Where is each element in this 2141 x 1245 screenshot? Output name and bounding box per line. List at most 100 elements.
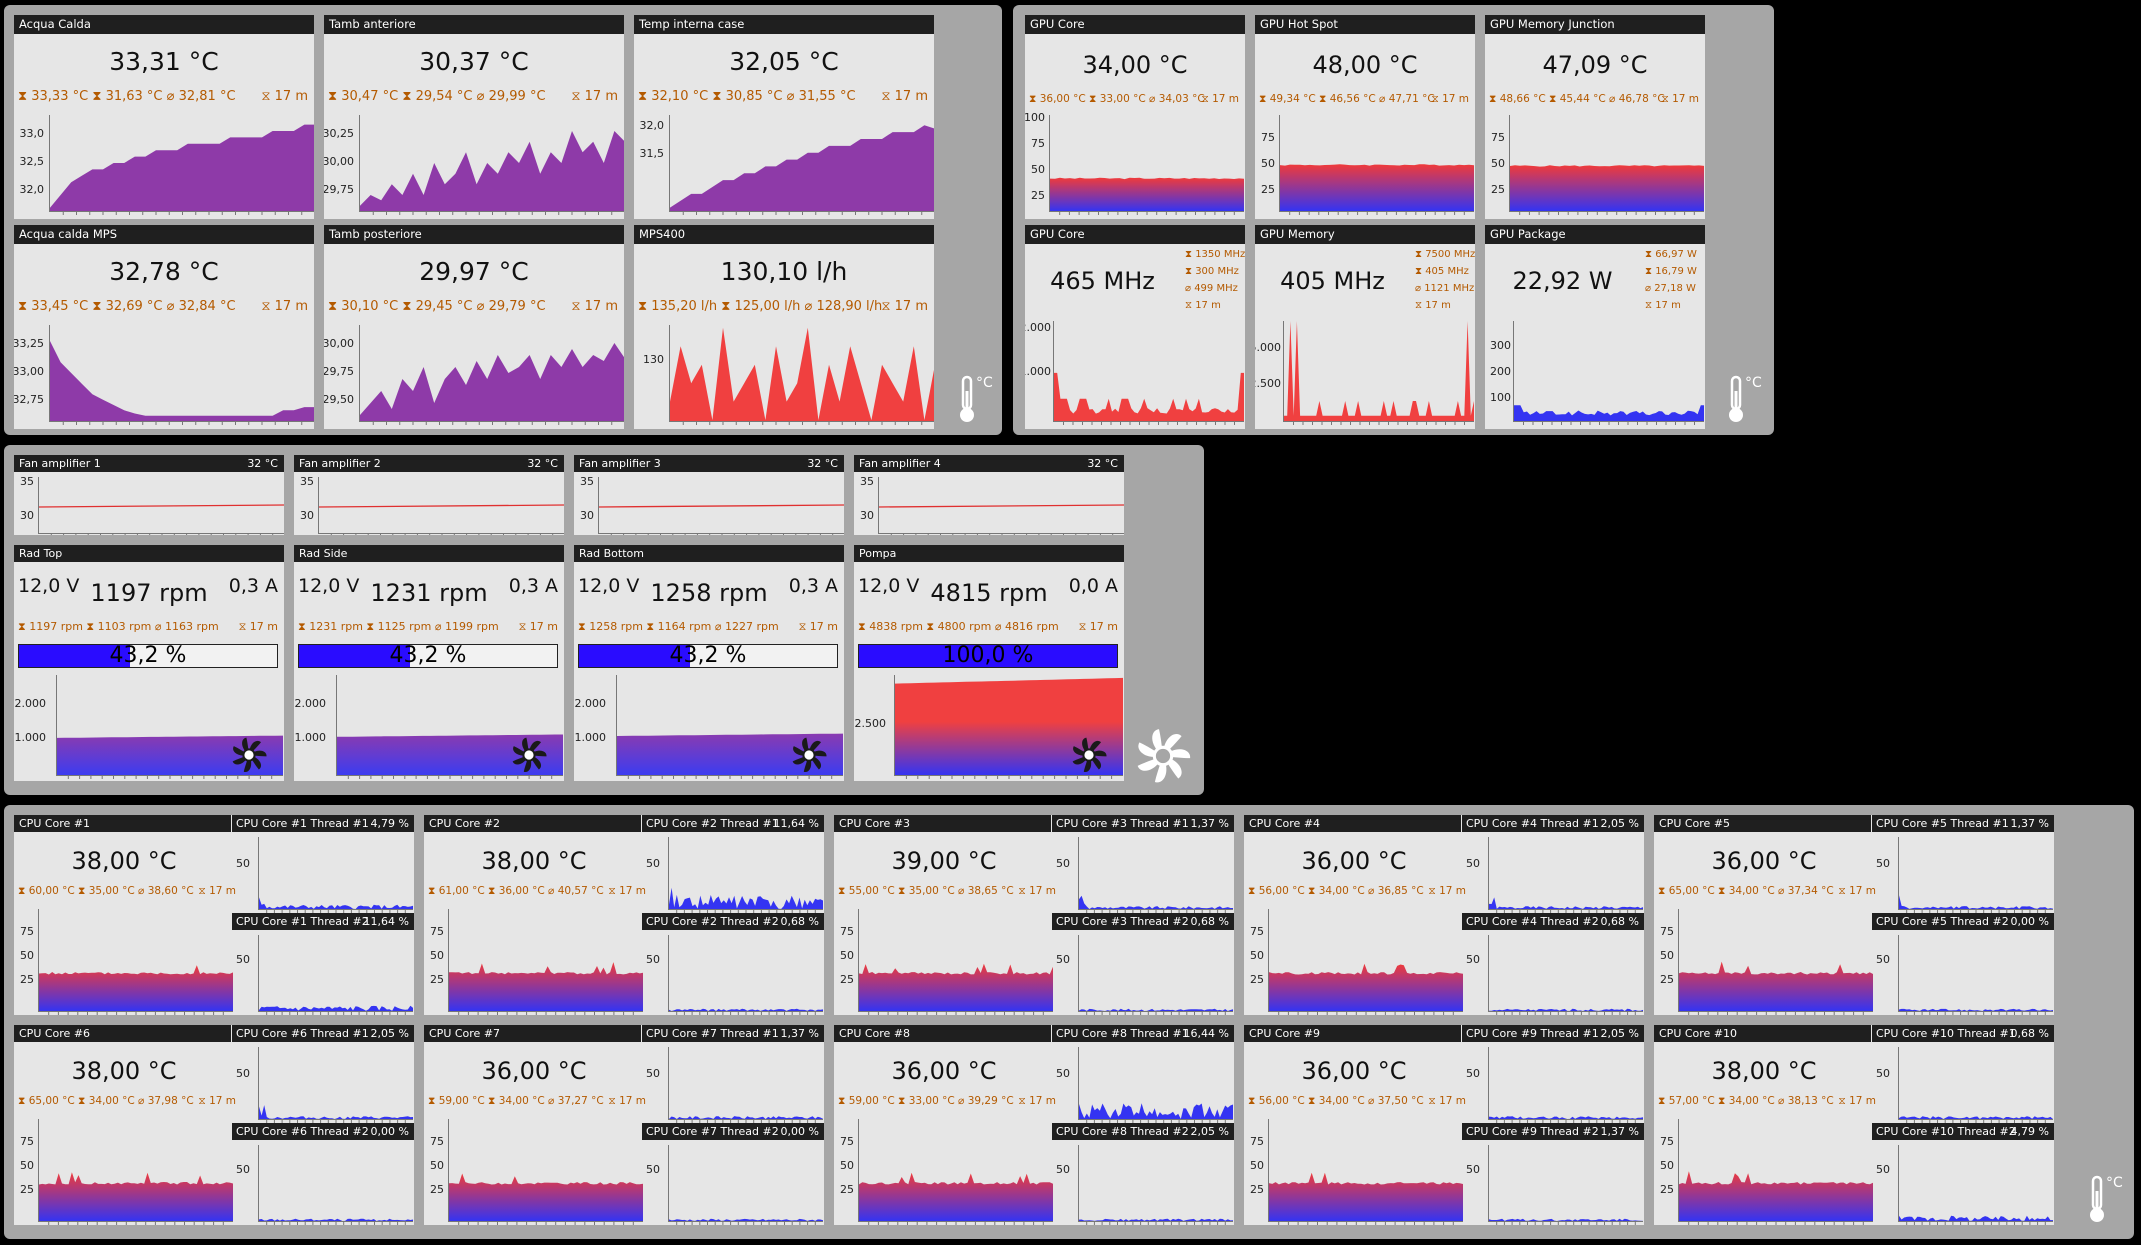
gpu-tile[interactable]: GPU Core 34,00 °C ⧗ 36,00 °C ⧗ 33,00 °C ⌀ … [1025,15,1245,219]
cpu-tick: 50 [430,949,444,962]
cpu-thread-title: CPU Core #6 Thread #1 2,05 % [232,1025,414,1042]
fan-title: Rad Top [14,545,284,562]
fan-rpm: 1231 rpm [370,579,488,607]
gpu-tick: 5.000 [1255,341,1281,354]
cpu-tick: 25 [430,1183,444,1196]
sensor-tick: 30,00 [324,155,354,168]
cpu-thread-name: CPU Core #7 Thread #1 [646,1027,779,1040]
cpu-thread-tick: 50 [236,857,250,870]
cpu-tick: 25 [430,973,444,986]
amplifier-tile[interactable]: Fan amplifier 4 32 °C 35 30 [854,455,1124,535]
fan-tile[interactable]: Rad Bottom 12,0 V 1258 rpm 0,3 A ⧗ 1258 rpm … [574,545,844,781]
cpu-core-graph [448,1119,643,1225]
gpu-tick: 200 [1490,365,1511,378]
cpu-tick: 50 [430,1159,444,1172]
cpu-thread-load: 2,05 % [1600,1027,1639,1040]
sensor-value: 32,78 °C [109,257,219,286]
cpu-thread-name: CPU Core #7 Thread #2 [646,1125,779,1138]
cpu-thread-name: CPU Core #4 Thread #1 [1466,817,1599,830]
sensor-title: Temp interna case [634,15,934,34]
gpu-tile[interactable]: GPU Memory Junction 47,09 °C ⧗ 48,66 °C ⧗ … [1485,15,1705,219]
sensor-tile[interactable]: Acqua calda MPS 32,78 °C ⧗ 33,45 °C ⧗ 32,6… [14,225,314,429]
amplifier-tile[interactable]: Fan amplifier 2 32 °C 35 30 [294,455,564,535]
thermometer-icon: °C [956,375,996,425]
gpu-side-stat: ⧖ 17 m [1645,300,1681,311]
gpu-tick: 300 [1490,339,1511,352]
cpu-thread-load: 0,00 % [780,1125,819,1138]
cpu-core-tile[interactable]: CPU Core #10 38,00 °C ⧗ 57,00 °C ⧗ 34,00 °… [1654,1025,2054,1225]
gpu-tile[interactable]: GPU Memory 405 MHz ⧗ 7500 MHz ⧗ 405 MHz ⌀ 11… [1255,225,1475,429]
cpu-core-tile[interactable]: CPU Core #7 36,00 °C ⧗ 59,00 °C ⧗ 34,00 °C… [424,1025,824,1225]
amplifier-title: Fan amplifier 3 32 °C [574,455,844,472]
gpu-side-stat: ⌀ 1121 MHz [1415,283,1475,294]
sensor-area [360,131,624,211]
gpu-side-stat: ⧗ 1350 MHz [1185,249,1245,260]
cpu-thread-area [1489,1218,1643,1221]
amplifier-tile[interactable]: Fan amplifier 3 32 °C 35 30 [574,455,844,535]
stats-minmaxavg: ⧗ 56,00 °C ⧗ 34,00 °C ⌀ 36,85 °C [1248,885,1424,897]
amplifier-graph [318,477,564,535]
fan-current: 0,0 A [1068,575,1118,597]
gpu-tile[interactable]: GPU Hot Spot 48,00 °C ⧗ 49,34 °C ⧗ 46,56 °… [1255,15,1475,219]
gpu-side-stat: ⌀ 499 MHz [1185,283,1238,294]
gpu-area [1050,177,1244,211]
cpu-core-tile[interactable]: CPU Core #4 36,00 °C ⧗ 56,00 °C ⧗ 34,00 °C… [1244,815,1644,1015]
amplifier-tile[interactable]: Fan amplifier 1 32 °C 35 30 [14,455,284,535]
fan-tile[interactable]: Pompa 12,0 V 4815 rpm 0,0 A ⧗ 4838 rpm ⧗ 480… [854,545,1124,781]
cpu-core-tile[interactable]: CPU Core #2 38,00 °C ⧗ 61,00 °C ⧗ 36,00 °C… [424,815,824,1015]
cpu-core-value: 36,00 °C [1301,1057,1407,1085]
cpu-core-value: 36,00 °C [891,1057,997,1085]
amplifier-line [598,504,844,508]
cpu-thread-name: CPU Core #8 Thread #2 [1056,1125,1189,1138]
stats-minmaxavg: ⧗ 48,66 °C ⧗ 45,44 °C ⌀ 46,78 °C [1489,93,1665,105]
gpu-panel: °C GPU Core 34,00 °C ⧗ 36,00 °C ⧗ 33,00 °C … [1013,5,1774,435]
sensor-tile[interactable]: Acqua Calda 33,31 °C ⧗ 33,33 °C ⧗ 31,63 °C… [14,15,314,219]
cpu-core-value: 39,00 °C [891,847,997,875]
cpu-thread-tick: 50 [646,953,660,966]
cpu-core-tile[interactable]: CPU Core #5 36,00 °C ⧗ 65,00 °C ⧗ 34,00 °C… [1654,815,2054,1015]
amplifier-line [318,504,564,508]
gpu-area [1054,372,1244,421]
cpu-thread-load: 0,00 % [370,1125,409,1138]
cpu-thread-area [1489,897,1643,909]
fan-duty-fill [859,645,1117,667]
cpu-thread-area [259,1105,413,1119]
cpu-core-tile[interactable]: CPU Core #1 38,00 °C ⧗ 60,00 °C ⧗ 35,00 °C… [14,815,414,1015]
sensor-tick: 29,50 [324,393,354,406]
amplifier-tick: 30 [300,509,314,522]
gpu-tile[interactable]: GPU Package 22,92 W ⧗ 66,97 W ⧗ 16,79 W ⌀ 27… [1485,225,1705,429]
cpu-tick: 75 [20,925,34,938]
cpu-core-tile[interactable]: CPU Core #8 36,00 °C ⧗ 59,00 °C ⧗ 33,00 °C… [834,1025,1234,1225]
cpu-core-tile[interactable]: CPU Core #9 36,00 °C ⧗ 56,00 °C ⧗ 34,00 °C… [1244,1025,1644,1225]
fan-tile[interactable]: Rad Top 12,0 V 1197 rpm 0,3 A ⧗ 1197 rpm ⧗ 1… [14,545,284,781]
cpu-thread-title: CPU Core #7 Thread #2 0,00 % [642,1123,824,1140]
stats-minmaxavg: ⧗ 65,00 °C ⧗ 34,00 °C ⌀ 37,98 °C [18,1095,194,1107]
fan-duty-bar: 43,2 % [578,644,838,668]
cpu-core-area [449,962,643,1011]
sensor-tile[interactable]: MPS400 130,10 l/h ⧗ 135,20 l/h ⧗ 125,00 l/… [634,225,934,429]
cpu-core-area [39,965,233,1011]
cpu-thread-title: CPU Core #9 Thread #1 2,05 % [1462,1025,1644,1042]
gpu-tile[interactable]: GPU Core 465 MHz ⧗ 1350 MHz ⧗ 300 MHz ⌀ 499 … [1025,225,1245,429]
amplifier-name: Fan amplifier 3 [579,457,661,470]
gpu-value: 405 MHz [1280,267,1385,295]
cpu-core-tile[interactable]: CPU Core #3 39,00 °C ⧗ 55,00 °C ⧗ 35,00 °C… [834,815,1234,1015]
cpu-thread-load: 0,68 % [2010,1027,2049,1040]
sensor-tick: 33,0 [19,127,45,140]
cpu-core-tile[interactable]: CPU Core #6 38,00 °C ⧗ 65,00 °C ⧗ 34,00 °C… [14,1025,414,1225]
gpu-side-stat: ⧗ 66,97 W [1645,249,1697,260]
sensor-tick: 33,00 [14,365,44,378]
gpu-graph [1513,321,1704,425]
fan-tile[interactable]: Rad Side 12,0 V 1231 rpm 0,3 A ⧗ 1231 rpm ⧗ … [294,545,564,781]
sensor-tile[interactable]: Temp interna case 32,05 °C ⧗ 32,10 °C ⧗ 30… [634,15,934,219]
sensor-tile[interactable]: Tamb anteriore 30,37 °C ⧗ 30,47 °C ⧗ 29,54… [324,15,624,219]
amplifier-title: Fan amplifier 1 32 °C [14,455,284,472]
cpu-thread-title: CPU Core #6 Thread #2 0,00 % [232,1123,414,1140]
cpu-thread-tick: 50 [1876,857,1890,870]
cpu-thread-tick: 50 [1466,953,1480,966]
amplifier-name: Fan amplifier 1 [19,457,101,470]
sensor-tile[interactable]: Tamb posteriore 29,97 °C ⧗ 30,10 °C ⧗ 29,4… [324,225,624,429]
sensor-title: Acqua Calda [14,15,314,34]
cpu-thread-name: CPU Core #2 Thread #1 [646,817,779,830]
cpu-tick: 50 [20,949,34,962]
